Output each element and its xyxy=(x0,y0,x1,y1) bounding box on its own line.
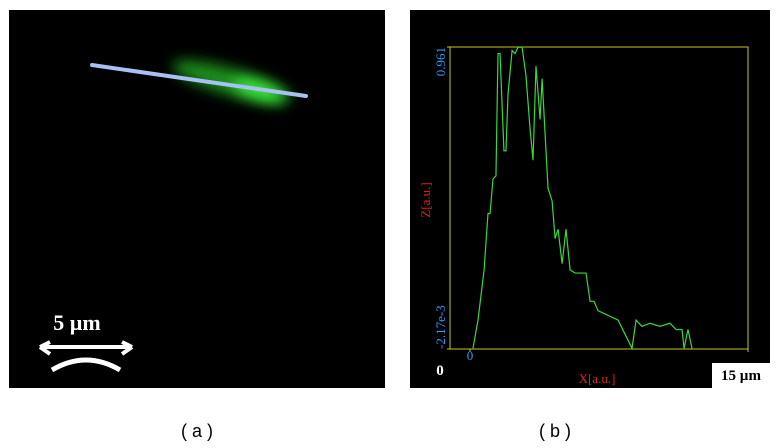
corner-label: 0 xyxy=(436,363,444,379)
y-tick-label: -2.17e-3 xyxy=(433,305,448,349)
profile-line xyxy=(90,63,308,98)
x-axis-title: X[a.u.] xyxy=(579,371,616,386)
y-axis-title: Z[a.u.] xyxy=(418,182,433,217)
caption: ( b ) xyxy=(539,421,571,441)
plot-frame xyxy=(449,46,749,350)
scale-bar xyxy=(38,340,134,373)
plot-background xyxy=(410,10,770,388)
caption: ( a ) xyxy=(181,421,213,441)
x-tick-label: 0 xyxy=(467,348,474,363)
profile-curve xyxy=(472,46,693,351)
y-tick-label: 0.961 xyxy=(433,47,448,76)
x-tick-label-box xyxy=(712,363,770,388)
x-tick-label: 15 µm xyxy=(721,368,761,384)
scale-label: 5 µm xyxy=(53,310,101,335)
